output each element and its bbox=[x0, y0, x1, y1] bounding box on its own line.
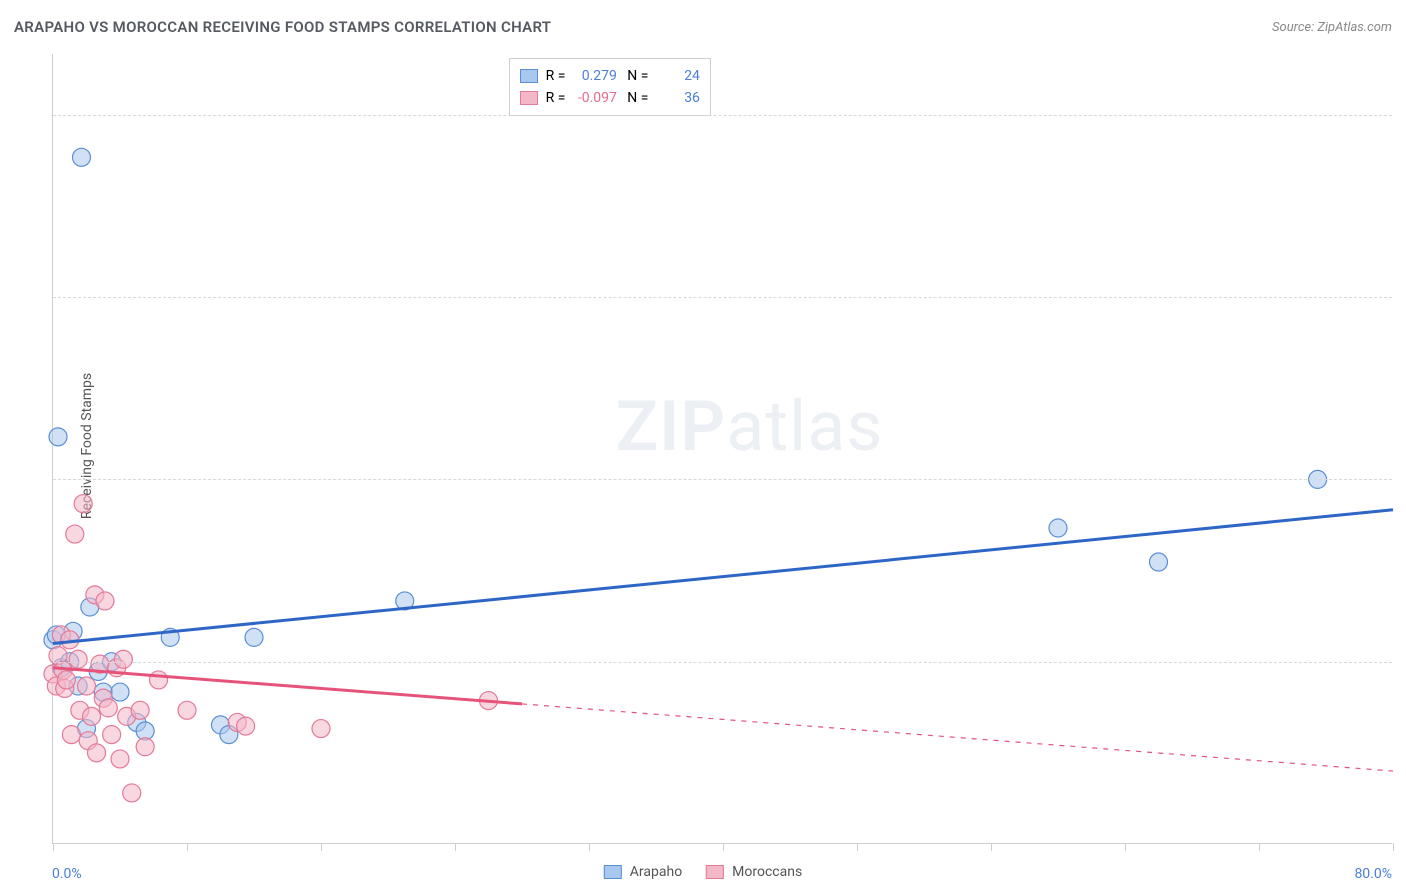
r-label: R = bbox=[546, 90, 566, 106]
arapaho-point bbox=[245, 628, 263, 646]
x-tick bbox=[1125, 843, 1126, 851]
moroccans-point bbox=[136, 738, 154, 756]
x-axis-origin-label: 0.0% bbox=[52, 866, 82, 882]
x-tick bbox=[455, 843, 456, 851]
arapaho-point bbox=[1049, 519, 1067, 537]
moroccans-point bbox=[83, 707, 101, 725]
series-legend: Arapaho Moroccans bbox=[604, 864, 802, 880]
legend-item: Moroccans bbox=[706, 864, 802, 880]
moroccans-point bbox=[62, 726, 80, 744]
moroccans-point bbox=[150, 671, 168, 689]
stats-legend: R = 0.279 N = 24R = -0.097 N = 36 bbox=[509, 58, 711, 116]
moroccans-trendline-dashed bbox=[522, 704, 1393, 771]
x-tick bbox=[723, 843, 724, 851]
legend-swatch bbox=[604, 865, 622, 879]
x-tick bbox=[589, 843, 590, 851]
n-label: N = bbox=[627, 90, 648, 106]
n-value: 36 bbox=[652, 87, 700, 109]
x-tick bbox=[1393, 843, 1394, 851]
x-axis-max-label: 80.0% bbox=[1354, 866, 1392, 882]
source-attribution: Source: ZipAtlas.com bbox=[1272, 20, 1392, 35]
moroccans-point bbox=[69, 650, 87, 668]
legend-label: Moroccans bbox=[732, 864, 802, 880]
arapaho-point bbox=[72, 148, 90, 166]
arapaho-trendline bbox=[53, 510, 1393, 644]
moroccans-swatch bbox=[520, 91, 538, 105]
arapaho-point bbox=[1150, 553, 1168, 571]
moroccans-point bbox=[103, 726, 121, 744]
x-tick bbox=[857, 843, 858, 851]
gridline-h bbox=[53, 662, 1392, 663]
stats-legend-row: R = -0.097 N = 36 bbox=[520, 87, 700, 109]
moroccans-point bbox=[131, 701, 149, 719]
moroccans-point bbox=[74, 495, 92, 513]
moroccans-point bbox=[123, 784, 141, 802]
moroccans-point bbox=[88, 744, 106, 762]
arapaho-point bbox=[111, 683, 129, 701]
plot-area: ZIPatlas R = 0.279 N = 24R = -0.097 N = … bbox=[52, 54, 1392, 844]
chart-header: ARAPAHO VS MOROCCAN RECEIVING FOOD STAMP… bbox=[14, 18, 1392, 36]
moroccans-point bbox=[66, 525, 84, 543]
legend-label: Arapaho bbox=[630, 864, 682, 880]
n-label: N = bbox=[627, 68, 648, 84]
moroccans-point bbox=[111, 750, 129, 768]
r-value: -0.097 bbox=[569, 87, 617, 109]
gridline-h bbox=[53, 297, 1392, 298]
y-tick-label: 30.0% bbox=[1397, 471, 1406, 487]
stats-legend-row: R = 0.279 N = 24 bbox=[520, 65, 700, 87]
gridline-h bbox=[53, 479, 1392, 480]
moroccans-point bbox=[178, 701, 196, 719]
moroccans-point bbox=[99, 699, 117, 717]
chart-title: ARAPAHO VS MOROCCAN RECEIVING FOOD STAMP… bbox=[14, 18, 551, 36]
moroccans-point bbox=[237, 717, 255, 735]
moroccans-point bbox=[114, 650, 132, 668]
y-tick-label: 60.0% bbox=[1397, 107, 1406, 123]
x-tick bbox=[321, 843, 322, 851]
y-tick-label: 15.0% bbox=[1397, 654, 1406, 670]
n-value: 24 bbox=[652, 65, 700, 87]
y-tick-label: 45.0% bbox=[1397, 289, 1406, 305]
x-tick bbox=[991, 843, 992, 851]
legend-item: Arapaho bbox=[604, 864, 682, 880]
x-tick bbox=[53, 843, 54, 851]
moroccans-point bbox=[96, 592, 114, 610]
x-tick bbox=[187, 843, 188, 851]
x-tick bbox=[1259, 843, 1260, 851]
chart-container: ARAPAHO VS MOROCCAN RECEIVING FOOD STAMP… bbox=[0, 0, 1406, 892]
arapaho-point bbox=[49, 428, 67, 446]
arapaho-swatch bbox=[520, 69, 538, 83]
r-value: 0.279 bbox=[569, 65, 617, 87]
moroccans-point bbox=[78, 677, 96, 695]
plot-svg bbox=[53, 54, 1392, 843]
gridline-h bbox=[53, 115, 1392, 116]
r-label: R = bbox=[546, 68, 566, 84]
legend-swatch bbox=[706, 865, 724, 879]
moroccans-point bbox=[312, 720, 330, 738]
moroccans-point bbox=[57, 671, 75, 689]
